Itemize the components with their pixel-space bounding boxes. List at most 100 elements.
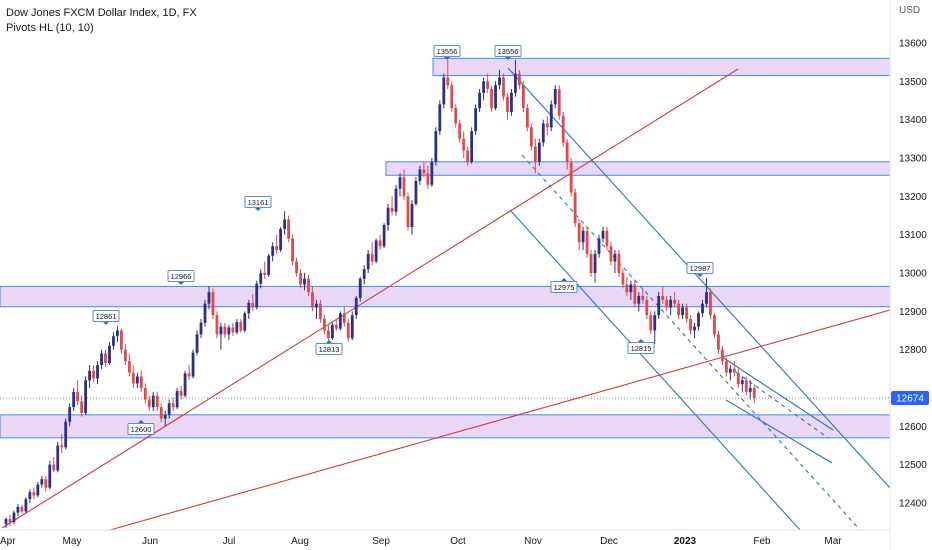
candle-body xyxy=(36,484,40,496)
candle-body xyxy=(748,388,752,392)
candle-body xyxy=(8,519,12,523)
candle-body xyxy=(299,273,302,285)
candle-body xyxy=(171,403,175,408)
x-axis[interactable]: Apr May Jun Jul Aug Sep Oct Nov Dec 2023 Feb Mar xyxy=(0,536,842,547)
candle-body xyxy=(549,104,553,128)
last-price-badge-box xyxy=(891,390,929,405)
symbol-title[interactable]: Dow Jones FXCM Dollar Index, 1D, FX xyxy=(6,7,197,19)
candle-body xyxy=(752,388,756,398)
pivot-marker xyxy=(444,57,450,60)
candle-body xyxy=(239,322,243,331)
candle-body xyxy=(167,403,171,415)
candle-body xyxy=(490,89,493,109)
candle-body xyxy=(601,230,605,239)
candle-body xyxy=(366,253,370,270)
candle-body xyxy=(649,315,653,331)
y-tick-label: 12600 xyxy=(899,422,927,433)
candle-body xyxy=(744,380,748,392)
candle-body xyxy=(80,401,84,413)
pivot-marker xyxy=(638,339,644,342)
candle-body xyxy=(422,169,426,174)
candle-body xyxy=(259,273,263,284)
candle-body xyxy=(565,142,569,162)
candle-body xyxy=(713,315,716,335)
candle-body xyxy=(430,161,434,185)
candle-body xyxy=(697,313,700,327)
candle-body xyxy=(263,273,267,275)
candle-body xyxy=(295,261,298,273)
pivot-label-low: 12815 xyxy=(627,339,655,354)
candle-body xyxy=(12,512,16,523)
candle-body xyxy=(426,173,430,185)
candle-body xyxy=(64,421,68,448)
candle-body xyxy=(267,255,271,275)
candle-body xyxy=(458,123,462,139)
candle-body xyxy=(502,77,505,97)
price-zone xyxy=(432,57,891,77)
candle-body xyxy=(255,283,259,308)
pivot-label-text: 12966 xyxy=(171,272,192,281)
candle-body xyxy=(581,230,585,243)
candle-body xyxy=(673,299,677,304)
candle-body xyxy=(227,327,231,335)
y-axis[interactable]: 12400 12500 12600 12800 12900 13000 13100 13200… xyxy=(899,39,927,510)
candle-body xyxy=(721,349,724,362)
candle-body xyxy=(104,353,107,364)
pivot-label-box xyxy=(686,262,714,274)
candle-body xyxy=(52,464,56,471)
x-tick-label: May xyxy=(63,536,82,547)
pivot-label-low: 12813 xyxy=(315,340,343,355)
candle-body xyxy=(374,240,378,262)
candle-body xyxy=(728,368,732,373)
candle-body xyxy=(442,77,446,105)
pivot-label-text: 13161 xyxy=(248,198,269,207)
wedge-lower xyxy=(725,399,833,464)
candle-body xyxy=(462,138,466,151)
y-tick-label: 12900 xyxy=(899,307,927,318)
candle-body xyxy=(358,278,362,298)
candle-body xyxy=(307,278,310,293)
trendline-up-1 xyxy=(1,68,739,529)
y-tick-label: 13100 xyxy=(899,230,927,241)
candle-body xyxy=(709,292,712,316)
candle-body xyxy=(406,196,410,227)
candle-body xyxy=(561,115,565,143)
candle-body xyxy=(732,368,736,373)
candle-body xyxy=(326,330,330,339)
y-axis-unit: USD xyxy=(899,5,920,16)
candle-body xyxy=(155,395,159,408)
candle-body xyxy=(693,326,696,331)
candle-body xyxy=(717,334,720,350)
candle-body xyxy=(681,307,684,316)
candle-body xyxy=(92,370,95,379)
candle-body xyxy=(163,414,167,419)
candle-body xyxy=(645,299,649,316)
candle-body xyxy=(589,253,593,273)
candle-body xyxy=(605,230,609,247)
candle-body xyxy=(151,395,155,408)
pivot-label-text: 12861 xyxy=(96,312,117,321)
pivot-label-high: 12861 xyxy=(92,310,120,325)
candle-body xyxy=(541,123,545,143)
candle-body xyxy=(446,77,450,86)
pivot-label-text: 12600 xyxy=(131,425,152,434)
y-tick-label: 13400 xyxy=(899,115,927,126)
candle-body xyxy=(48,464,52,488)
y-tick-label: 13000 xyxy=(899,269,927,280)
pivot-label-box xyxy=(244,196,272,208)
indicator-name[interactable]: Pivots HL (10, 10) xyxy=(6,22,94,34)
candle-body xyxy=(669,299,673,308)
candle-body xyxy=(573,192,577,224)
candle-body xyxy=(689,319,692,331)
candle-body xyxy=(510,92,513,112)
candle-body xyxy=(139,376,143,388)
pivot-label-box xyxy=(494,45,522,57)
candle-body xyxy=(4,519,8,525)
candle-body xyxy=(454,108,458,124)
x-tick-label: Feb xyxy=(753,536,771,547)
candle-body xyxy=(323,319,326,331)
pivot-label-text: 13556 xyxy=(437,47,458,56)
pivot-label-high: 12966 xyxy=(167,270,195,285)
candle-body xyxy=(545,123,549,128)
